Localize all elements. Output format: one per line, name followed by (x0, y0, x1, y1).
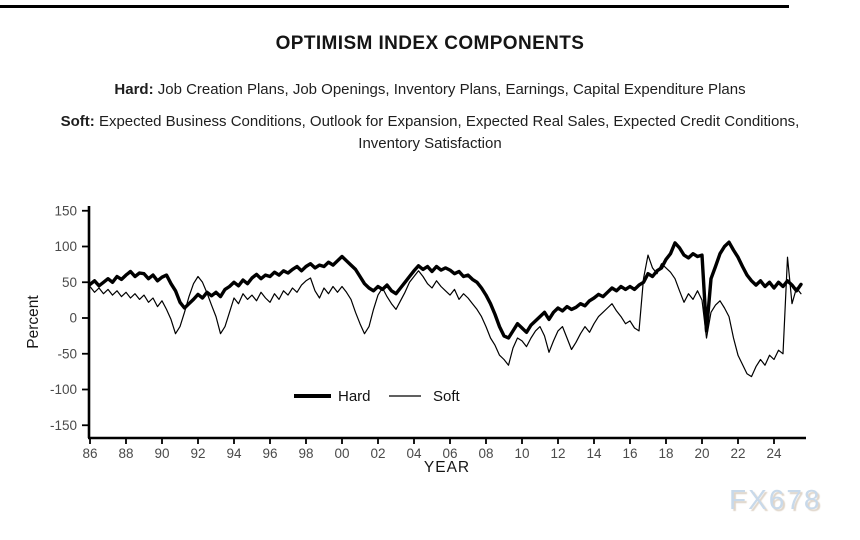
x-tick-label: 02 (370, 446, 385, 461)
x-tick-label: 16 (622, 446, 637, 461)
hard-prefix-label: Hard: (114, 81, 154, 98)
y-tick-label: -50 (57, 346, 77, 361)
chart-title: OPTIMISM INDEX COMPONENTS (275, 33, 585, 54)
x-tick-label: 04 (406, 446, 422, 461)
hard-components-text: Job Creation Plans, Job Openings, Invent… (153, 81, 746, 98)
soft-prefix-label: Soft: (60, 113, 95, 130)
x-tick-label: 10 (514, 446, 529, 461)
x-tick-label: 08 (478, 446, 493, 461)
x-tick-label: 12 (550, 446, 565, 461)
y-tick-label: -150 (50, 418, 77, 433)
y-axis-title: Percent (25, 295, 42, 349)
y-tick-label: 100 (54, 239, 77, 254)
series-line-soft (89, 254, 802, 378)
x-tick-label: 24 (766, 446, 782, 461)
x-tick-label: 90 (154, 446, 169, 461)
soft-components-text: Expected Business Conditions, Outlook fo… (94, 113, 800, 152)
series-line-hard (88, 240, 803, 340)
x-tick-label: 92 (190, 446, 205, 461)
legend-hard-label: Hard (338, 388, 371, 405)
y-tick-label: 150 (54, 203, 77, 218)
subtitle-hard-components: Hard: Job Creation Plans, Job Openings, … (15, 79, 845, 101)
x-tick-label: 86 (82, 446, 97, 461)
axes-layer: 150 100 50 0 -50 -100 -150 86 88 90 92 94 96 98 00 02 04… (50, 203, 806, 461)
x-tick-label: 14 (586, 446, 602, 461)
top-divider-rule (0, 5, 789, 8)
x-tick-label: 88 (118, 446, 133, 461)
fx678-watermark: FX678 (729, 484, 822, 515)
chart-legend: Hard Soft (294, 388, 461, 405)
series-layer (88, 240, 803, 378)
legend-soft-label: Soft (433, 388, 461, 405)
y-tick-label: -100 (50, 382, 77, 397)
x-tick-label: 00 (334, 446, 349, 461)
y-tick-label: 50 (62, 275, 77, 290)
x-tick-label: 18 (658, 446, 673, 461)
x-tick-label: 98 (298, 446, 313, 461)
x-tick-label: 22 (730, 446, 745, 461)
y-tick-label: 0 (69, 311, 77, 326)
subtitle-soft-components: Soft: Expected Business Conditions, Outl… (54, 111, 806, 155)
x-tick-label: 20 (694, 446, 709, 461)
x-tick-label: 94 (226, 446, 242, 461)
x-tick-label: 06 (442, 446, 457, 461)
x-tick-label: 96 (262, 446, 277, 461)
x-axis-title: YEAR (424, 459, 470, 476)
